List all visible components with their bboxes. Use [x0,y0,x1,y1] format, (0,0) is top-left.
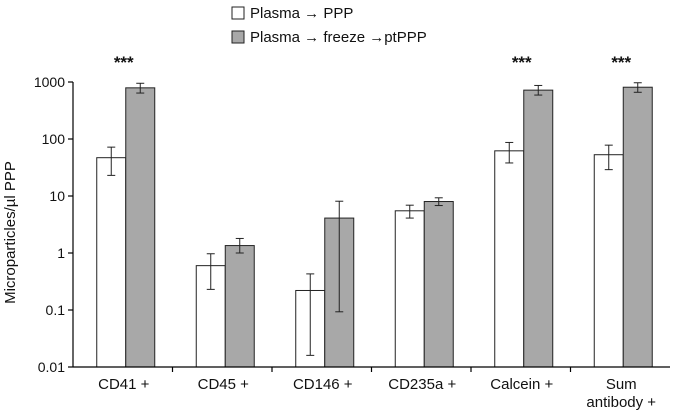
bar [622,86,653,368]
y-tick-label: 10 [49,188,65,204]
category-label: Calcein + [490,376,553,393]
category-label: CD235a + [388,376,456,393]
bar [394,210,425,368]
y-tick-label: 1000 [34,74,65,90]
y-tick-label: 1 [57,245,65,261]
category-label: CD146 + [293,376,353,393]
significance-marker: *** [114,53,134,72]
y-tick-label: 100 [42,131,66,147]
legend-swatch [231,30,245,44]
y-tick-label: 0.1 [46,302,66,318]
category-label: Sum [606,376,637,393]
x-axis: CD41 + CD45 + CD146 + CD235a + Calcein + Suma… [73,366,670,411]
significance-marker: *** [512,53,532,72]
bars: *** *** *** [96,53,653,368]
y-tick-label: 0.01 [38,359,65,375]
bar [224,245,255,368]
significance-marker: *** [611,53,631,72]
legend: Plasma → PPP Plasma → freeze →ptPPP [231,5,427,46]
legend-label: Plasma → PPP [250,5,353,22]
bar [125,87,156,368]
bar [523,89,554,368]
category-label: antibody + [586,394,656,411]
legend-label: Plasma → freeze →ptPPP [250,29,427,46]
bar [593,154,624,368]
bar [494,150,525,368]
category-label: CD45 + [198,376,250,393]
legend-swatch [231,6,245,20]
y-axis-title: Microparticles/µl PPP [2,161,19,304]
bar [96,157,127,368]
category-label: CD41 + [98,376,150,393]
bar [423,201,454,368]
y-axis: 0.01 0.1 1 10 100 1000 Microparticles/µl PPP [2,74,74,375]
